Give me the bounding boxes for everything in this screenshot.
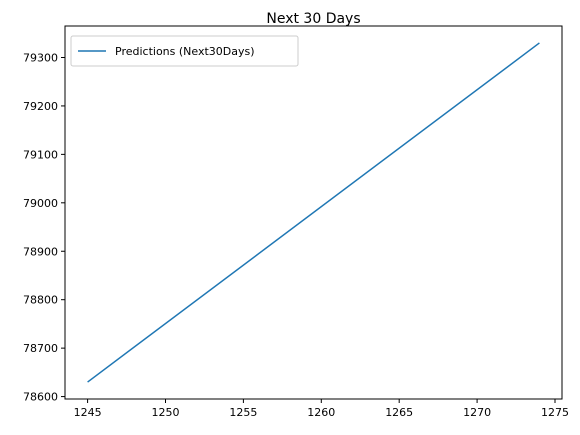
x-axis: 1245 1250 1255 1260 1265 1270 1275 xyxy=(74,399,569,419)
y-tick-label: 78700 xyxy=(23,342,58,355)
y-tick-label: 78900 xyxy=(23,245,58,258)
y-axis: 78600 78700 78800 78900 79000 79100 79200 79300 xyxy=(23,51,65,404)
y-tick-label: 79100 xyxy=(23,148,58,161)
series-layer xyxy=(87,42,540,383)
legend-label: Predictions (Next30Days) xyxy=(115,45,255,58)
legend: Predictions (Next30Days) xyxy=(70,35,299,67)
y-tick-label: 78600 xyxy=(23,391,58,404)
legend-box xyxy=(70,35,299,67)
x-tick-label: 1260 xyxy=(307,406,335,419)
x-tick-label: 1250 xyxy=(151,406,179,419)
x-tick-label: 1255 xyxy=(229,406,257,419)
y-tick-label: 79000 xyxy=(23,197,58,210)
series-line xyxy=(87,42,540,383)
x-tick-label: 1265 xyxy=(385,406,413,419)
y-tick-label: 79200 xyxy=(23,100,58,113)
chart-title: Next 30 Days xyxy=(266,11,360,27)
y-tick-label: 79300 xyxy=(23,51,58,64)
x-tick-label: 1275 xyxy=(541,406,569,419)
x-tick-label: 1270 xyxy=(463,406,491,419)
y-tick-label: 78800 xyxy=(23,294,58,307)
x-tick-label: 1245 xyxy=(74,406,102,419)
